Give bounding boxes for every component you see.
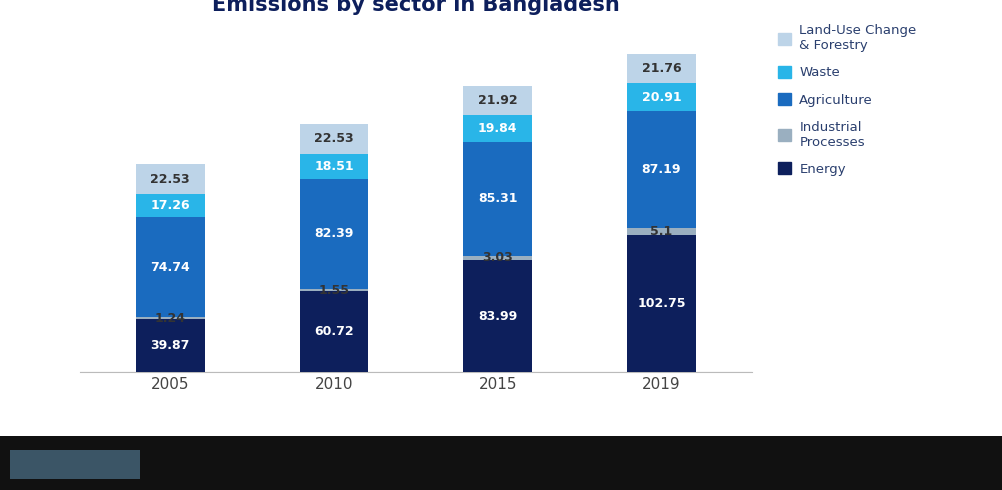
Bar [136, 319, 204, 372]
Bar [463, 142, 532, 256]
Text: 82.39: 82.39 [315, 227, 354, 241]
Text: 1.24: 1.24 [154, 312, 185, 325]
Bar [463, 86, 532, 115]
Bar [300, 179, 369, 289]
Bar [627, 111, 695, 228]
Bar [300, 289, 369, 291]
Text: 21.76: 21.76 [641, 62, 681, 75]
Text: 85.31: 85.31 [478, 193, 517, 205]
Text: 3.03: 3.03 [482, 251, 513, 265]
Text: 1.55: 1.55 [319, 284, 350, 296]
Text: 39.87: 39.87 [150, 339, 190, 352]
Bar [627, 83, 695, 111]
Text: 74.74: 74.74 [150, 261, 190, 274]
Text: 19.84: 19.84 [478, 122, 517, 135]
Bar [136, 318, 204, 319]
Text: 102.75: 102.75 [637, 297, 685, 310]
Title: Emissions by sector in Bangladesh: Emissions by sector in Bangladesh [212, 0, 619, 15]
Text: 83.99: 83.99 [478, 310, 517, 323]
Bar [10, 450, 140, 479]
Text: 20.91: 20.91 [641, 91, 681, 104]
Bar [300, 291, 369, 372]
Text: 60.72: 60.72 [315, 325, 354, 338]
Text: 87.19: 87.19 [641, 163, 681, 176]
Bar [136, 164, 204, 195]
Bar [136, 218, 204, 318]
Text: 22.53: 22.53 [150, 172, 190, 186]
Text: 22.53: 22.53 [315, 132, 354, 146]
Bar [627, 54, 695, 83]
Text: 18.51: 18.51 [315, 160, 354, 173]
Legend: Land-Use Change
& Forestry, Waste, Agriculture, Industrial
Processes, Energy: Land-Use Change & Forestry, Waste, Agric… [779, 24, 917, 176]
Bar [300, 154, 369, 179]
Text: 17.26: 17.26 [150, 199, 190, 212]
Bar [463, 256, 532, 260]
Bar [300, 124, 369, 154]
Bar [463, 260, 532, 372]
Bar [627, 235, 695, 372]
Bar [627, 228, 695, 235]
Bar [463, 115, 532, 142]
Text: 21.92: 21.92 [478, 94, 517, 107]
Bar [136, 195, 204, 218]
Text: 5.1: 5.1 [650, 225, 672, 238]
